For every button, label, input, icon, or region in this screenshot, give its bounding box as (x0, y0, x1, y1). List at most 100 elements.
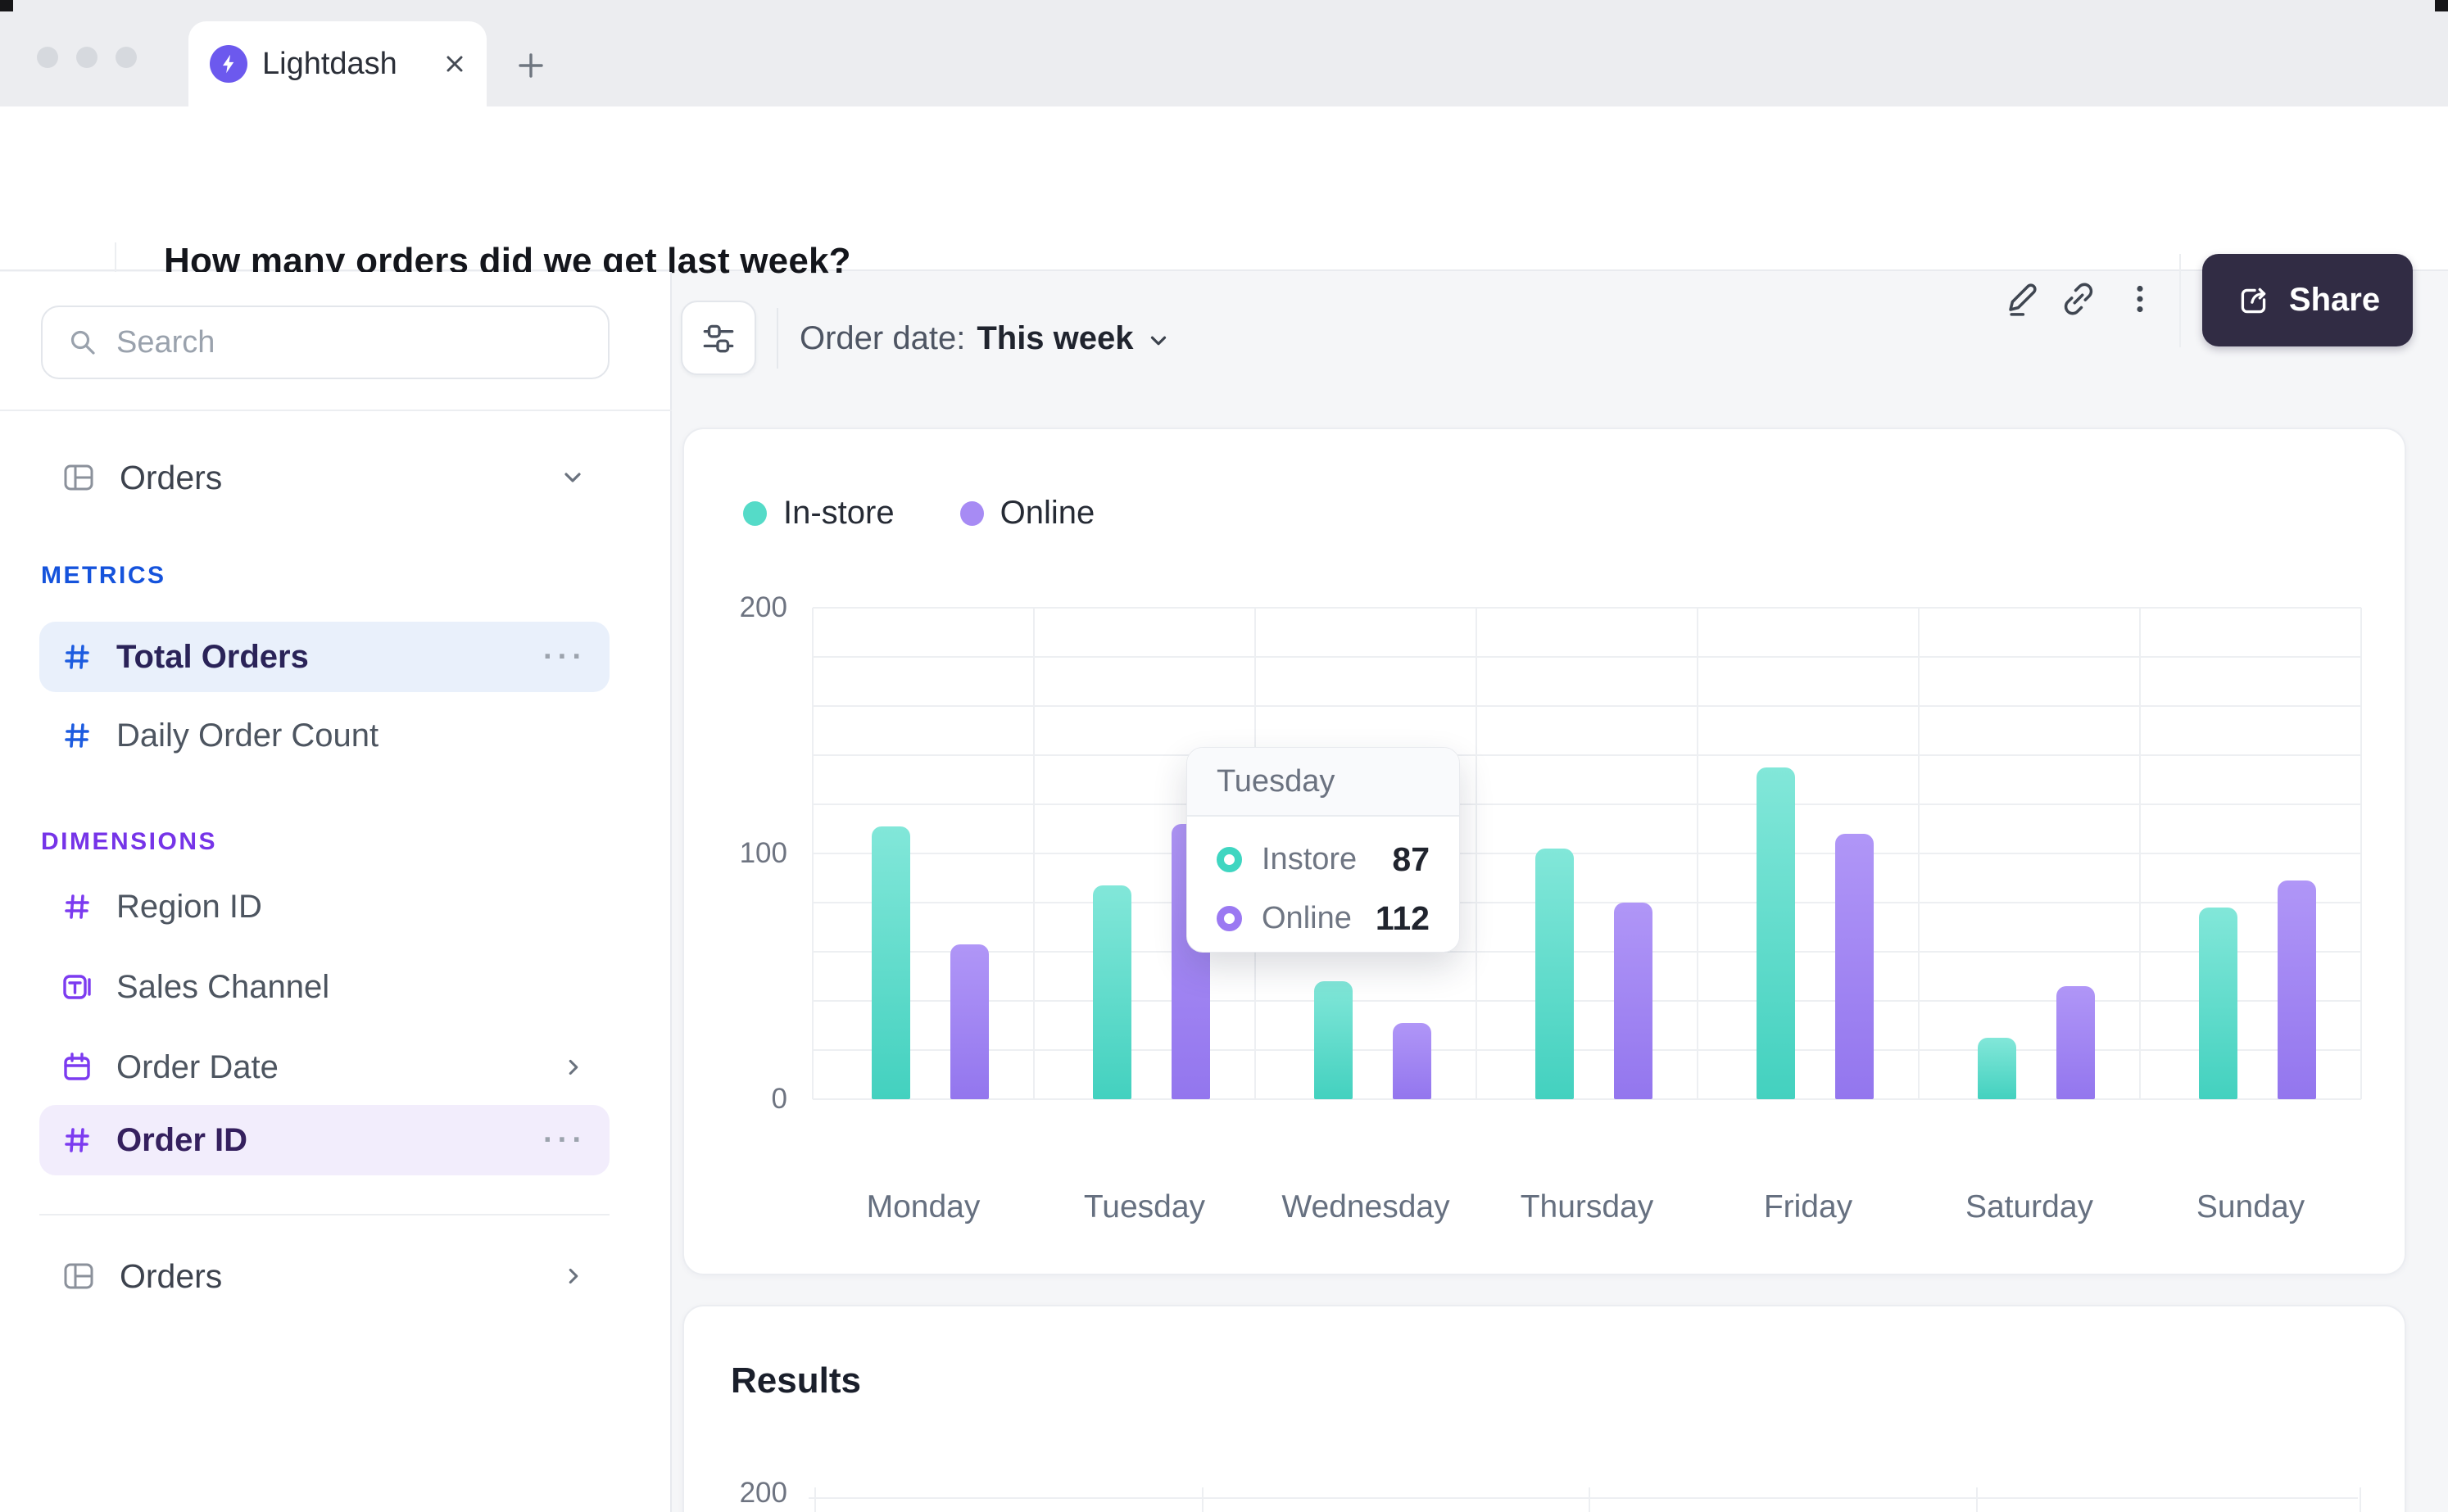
gridline (813, 1098, 2361, 1100)
chevron-down-icon (1145, 328, 1172, 354)
sidebar-dimension-order-id[interactable]: Order ID ··· (39, 1105, 610, 1175)
filter-label: Order date: (800, 319, 966, 356)
gridline (1476, 608, 1477, 1099)
sidebar-item-label: Order ID (116, 1121, 248, 1158)
series-ring-icon-online (1217, 905, 1242, 931)
hash-icon (61, 719, 93, 752)
kebab-menu-icon[interactable] (2113, 272, 2167, 326)
bar-in-store[interactable] (1314, 981, 1353, 1099)
chart-legend: In-store Online (743, 495, 1095, 532)
bar-online[interactable] (950, 944, 989, 1099)
edit-icon[interactable] (1994, 272, 2048, 326)
hash-icon (61, 1124, 93, 1157)
sidebar-item-label: Order Date (116, 1048, 279, 1085)
tab-close-icon[interactable] (444, 53, 465, 75)
tooltip-row-instore: Instore 87 (1217, 830, 1430, 889)
gridline (1697, 608, 1698, 1099)
link-icon[interactable] (2051, 272, 2106, 326)
filter-pill[interactable]: Order date: This week (800, 318, 1172, 359)
x-axis-category-label: Monday (866, 1189, 981, 1225)
tooltip-series-label: Instore (1262, 841, 1358, 876)
item-options-icon[interactable]: ··· (543, 1123, 587, 1157)
filter-divider (777, 308, 778, 369)
header-divider-2 (2179, 254, 2181, 347)
sidebar-item-label: Daily Order Count (116, 717, 379, 754)
gridline (812, 608, 814, 1099)
y-axis-tick-label: 0 (771, 1083, 787, 1115)
calendar-icon (61, 1051, 93, 1084)
results-y-tick-label: 200 (739, 1477, 787, 1509)
filter-settings-button[interactable] (681, 301, 756, 375)
search-box[interactable] (41, 306, 610, 379)
results-gridline (2360, 1487, 2361, 1512)
bar-in-store[interactable] (1757, 767, 1795, 1099)
bar-online[interactable] (2056, 986, 2095, 1099)
gridline (2360, 608, 2362, 1099)
sidebar-dimension-sales-channel[interactable]: Sales Channel (39, 952, 610, 1022)
sidebar-divider (0, 410, 672, 411)
window-dot-1 (37, 47, 58, 68)
legend-entry-instore[interactable]: In-store (743, 495, 895, 532)
chevron-right-icon (560, 1054, 587, 1080)
bar-in-store[interactable] (1978, 1038, 2016, 1099)
bar-in-store[interactable] (1535, 849, 1574, 1099)
sidebar-metric-daily-order-count[interactable]: Daily Order Count (39, 700, 610, 771)
page-header: How many orders did we get last week? La… (0, 106, 2448, 351)
chart-tooltip: Tuesday Instore 87 Online 112 (1186, 747, 1460, 953)
share-icon (2241, 287, 2266, 313)
sidebar-dimension-order-date[interactable]: Order Date (39, 1032, 610, 1102)
tooltip-series-value: 87 (1392, 840, 1430, 878)
browser-tab-lightdash[interactable]: Lightdash (188, 21, 487, 106)
bar-online[interactable] (1835, 834, 1874, 1099)
bar-in-store[interactable] (872, 826, 910, 1099)
gridline (813, 902, 2361, 903)
filter-value: This week (977, 319, 1134, 356)
results-gridline (1976, 1487, 1978, 1512)
sidebar-explore-orders-bottom[interactable]: Orders (39, 1241, 610, 1311)
window-dot-3 (116, 47, 137, 68)
bar-online[interactable] (1614, 903, 1652, 1099)
sidebar-metric-total-orders[interactable]: Total Orders ··· (39, 622, 610, 692)
bar-online[interactable] (2278, 880, 2316, 1099)
legend-entry-online[interactable]: Online (959, 495, 1095, 532)
x-axis-category-label: Tuesday (1083, 1189, 1206, 1225)
share-button[interactable]: Share (2202, 254, 2413, 346)
share-button-label: Share (2288, 282, 2381, 318)
gridline (813, 607, 2361, 609)
sidebar-dimension-region-id[interactable]: Region ID (39, 871, 610, 942)
bar-chart-plot-area[interactable] (812, 607, 2362, 1100)
gridline (813, 951, 2361, 953)
search-icon (67, 327, 98, 358)
new-tab-button[interactable] (513, 48, 549, 84)
sidebar-item-label: Total Orders (116, 638, 309, 675)
bar-in-store[interactable] (2199, 908, 2237, 1099)
legend-label: Online (1000, 495, 1095, 531)
table-icon (61, 1258, 97, 1294)
search-input[interactable] (116, 324, 583, 360)
gridline (1918, 608, 1920, 1099)
chart-card: In-store Online 0 100 200 Monday Tuesday Wedn… (682, 428, 2406, 1275)
item-options-icon[interactable]: ··· (543, 640, 587, 674)
chevron-down-icon (559, 464, 587, 491)
sidebar-item-label: Orders (120, 1256, 223, 1295)
bar-online[interactable] (1393, 1023, 1431, 1099)
dimensions-section-label: DIMENSIONS (41, 828, 218, 855)
x-axis-category-label: Sunday (2196, 1189, 2305, 1225)
results-gridline (1202, 1487, 1204, 1512)
gridline (2139, 608, 2141, 1099)
bar-in-store[interactable] (1093, 885, 1131, 1099)
table-icon (61, 459, 97, 496)
x-axis-category-label: Saturday (1965, 1189, 2094, 1225)
hash-icon (61, 890, 93, 923)
gridline (1033, 608, 1035, 1099)
tab-title: Lightdash (262, 46, 397, 81)
sidebar-item-label: Sales Channel (116, 968, 330, 1005)
tooltip-title: Tuesday (1187, 748, 1459, 817)
results-gridline (809, 1497, 2358, 1499)
gridline (813, 853, 2361, 854)
metrics-section-label: METRICS (41, 562, 166, 589)
gridline (813, 1000, 2361, 1002)
window-dot-2 (76, 47, 97, 68)
x-axis-category-label: Friday (1763, 1189, 1853, 1225)
sidebar-explore-orders[interactable]: Orders (39, 442, 610, 513)
